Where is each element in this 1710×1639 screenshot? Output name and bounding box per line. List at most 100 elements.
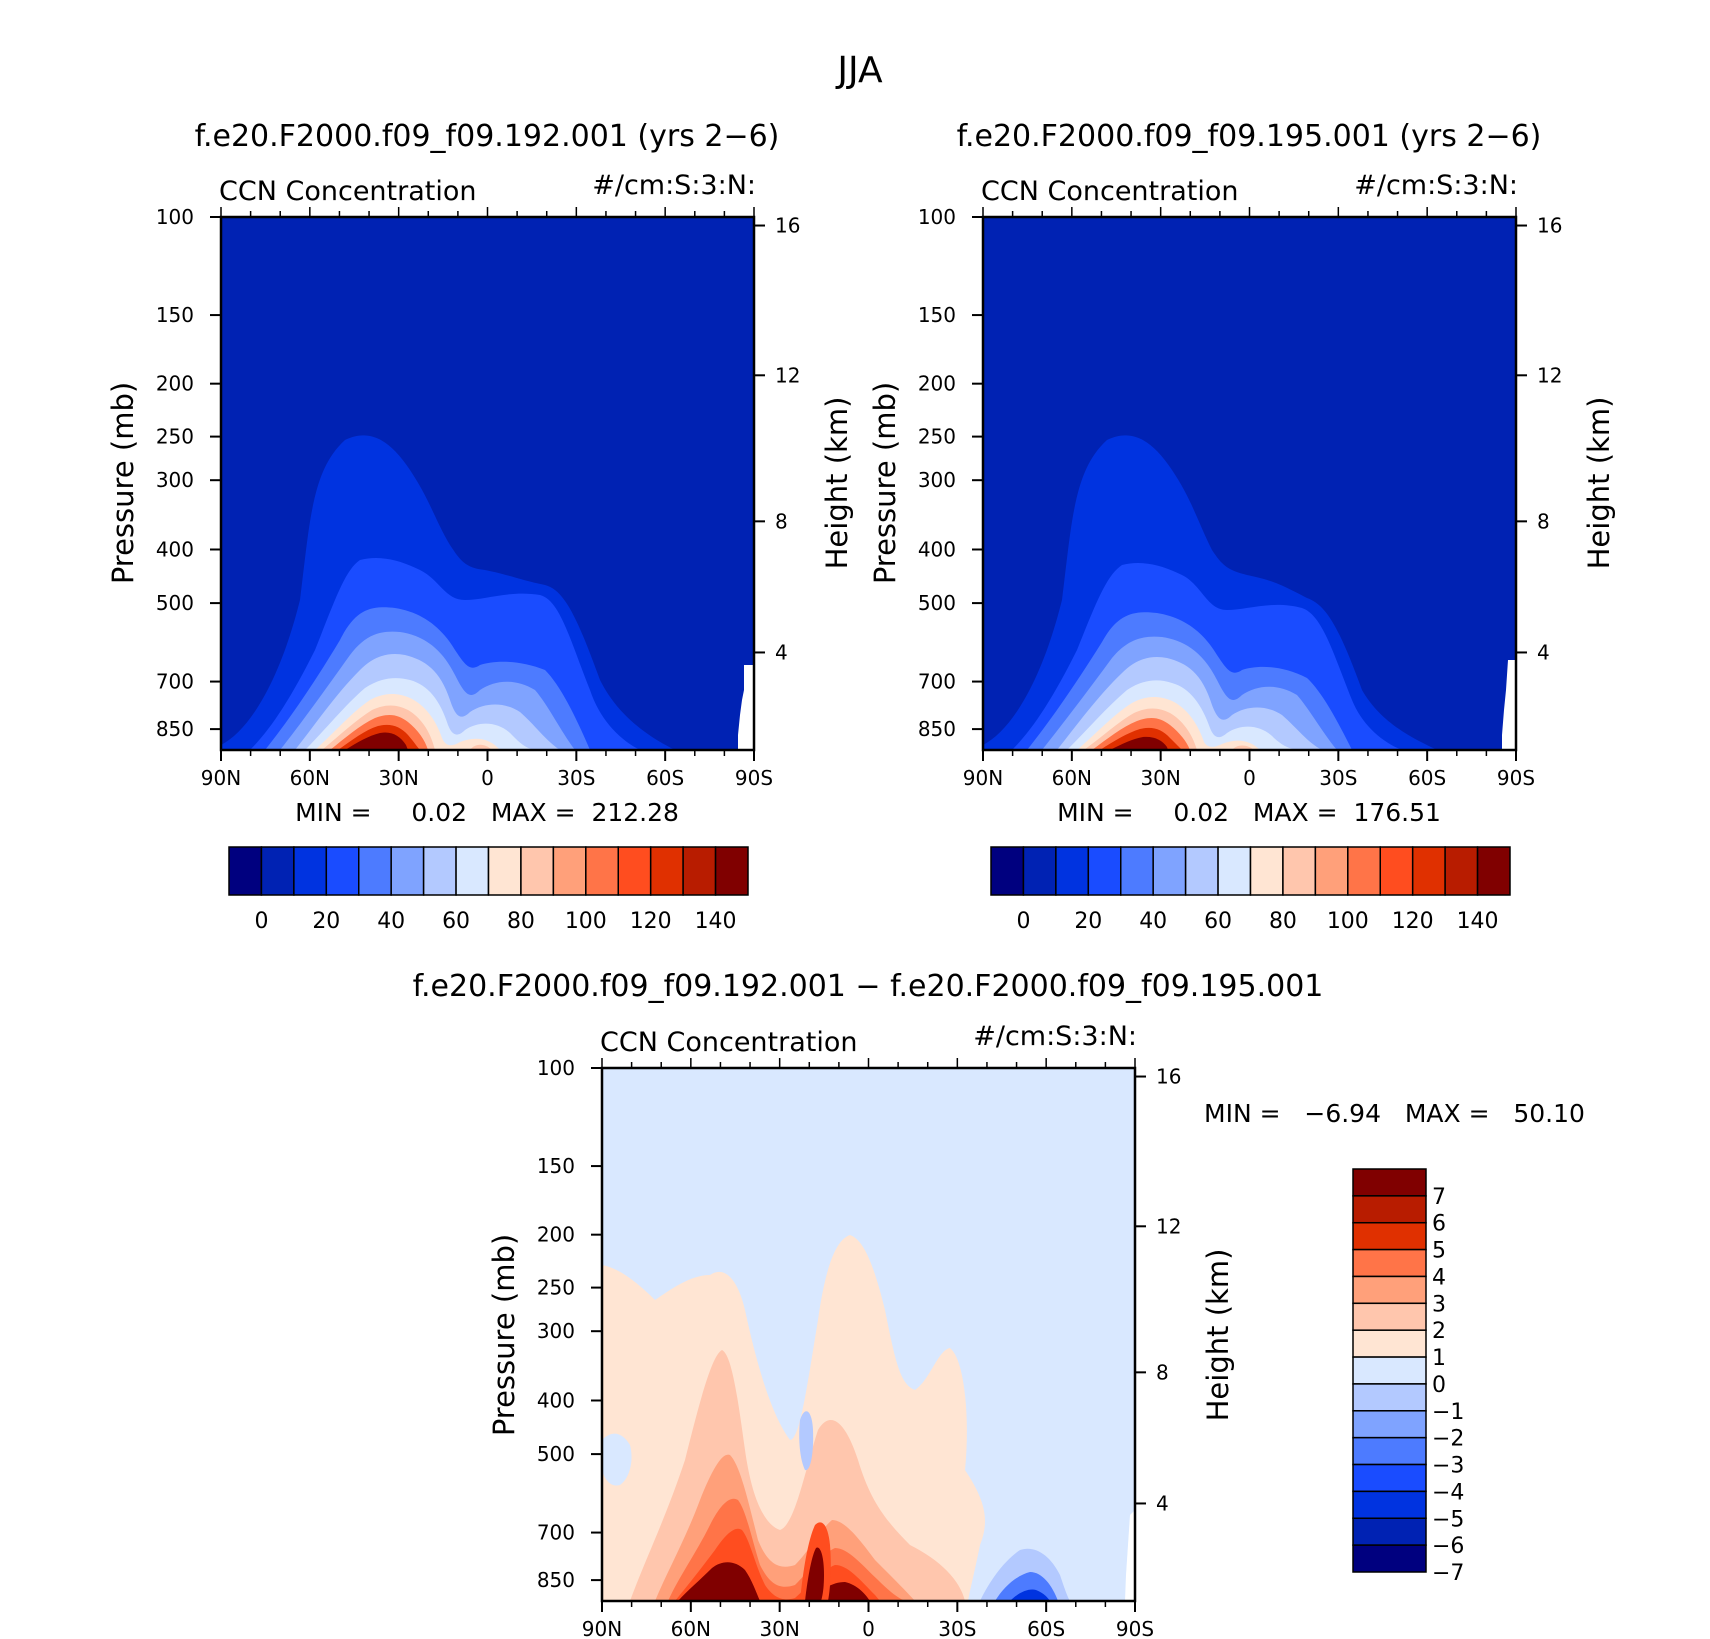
colorbar-label: −4 — [1432, 1480, 1464, 1505]
colorbar-swatch — [990, 846, 1025, 896]
colorbar-swatch — [1249, 846, 1284, 896]
y-tick-label: 850 — [918, 717, 956, 741]
colorbar-swatch — [260, 846, 295, 896]
colorbar-label: 7 — [1432, 1185, 1446, 1210]
height-tick-label: 12 — [775, 363, 800, 387]
contour-band — [1010, 1589, 1050, 1601]
colorbar-swatch — [358, 846, 392, 896]
x-tick-label: 60N — [290, 766, 330, 790]
colorbar-swatch — [1379, 846, 1414, 896]
contour-band — [345, 732, 408, 750]
colorbar-swatch — [1352, 1490, 1427, 1520]
colorbar-swatch — [1314, 846, 1349, 896]
colorbar-swatch — [649, 846, 684, 896]
x-tick-label: 60S — [646, 766, 684, 790]
height-tick-label: 4 — [1537, 640, 1550, 664]
colorbar-labels: 0 20 40 60 80 100 120 140 — [1016, 909, 1498, 934]
colorbar-swatch — [1352, 1195, 1427, 1224]
colorbar-swatch — [1352, 1168, 1427, 1197]
y-tick-label: 200 — [156, 372, 194, 396]
colorbar-swatch — [1352, 1248, 1427, 1278]
y-tick-label: 250 — [156, 425, 194, 449]
axis-ticks — [591, 1058, 1146, 1612]
height-tick-label: 16 — [775, 214, 800, 238]
colorbar-swatch — [1352, 1221, 1427, 1251]
y-tick-label: 300 — [918, 468, 956, 492]
colorbar-swatch — [1282, 846, 1317, 896]
colorbar-swatch — [1184, 846, 1219, 896]
y-tick-label: 400 — [537, 1388, 575, 1412]
x-tick-label: 0 — [862, 1617, 875, 1639]
colorbar-swatch — [714, 846, 749, 896]
x-tick-label: 30S — [557, 766, 595, 790]
y-tick-label: 250 — [537, 1276, 575, 1300]
colorbar-swatch — [682, 846, 717, 896]
colorbar-swatch — [1444, 846, 1479, 896]
y-tick-label: 150 — [918, 303, 956, 327]
colorbar-swatch — [552, 846, 587, 896]
x-tick-label: 30S — [1319, 766, 1357, 790]
y-axis-label-right: Height (km) — [1201, 1249, 1235, 1422]
colorbar-label: −7 — [1432, 1561, 1464, 1586]
colorbar-label: 1 — [1432, 1346, 1446, 1371]
y-tick-label: 500 — [156, 591, 194, 615]
colorbar — [990, 846, 1511, 896]
colorbar-swatch — [1087, 846, 1122, 896]
left-subtitle: CCN Concentration — [981, 176, 1239, 207]
colorbar-label: −2 — [1432, 1427, 1464, 1452]
colorbar-swatch — [293, 846, 328, 896]
left-subtitle: CCN Concentration — [219, 176, 477, 207]
colorbar-labels: 7 6 5 4 3 2 1 0 −1 −2 −3 −4 −5 −6 −7 — [1432, 1185, 1464, 1586]
height-tick-label: 16 — [1156, 1065, 1181, 1089]
units-subtitle: #/cm:S:3:N: — [592, 170, 756, 201]
y-tick-label: 850 — [156, 717, 194, 741]
contour-field — [221, 217, 754, 750]
colorbar-swatch — [1347, 846, 1381, 896]
colorbar-label: 60 — [442, 909, 470, 934]
y-tick-label: 100 — [918, 205, 956, 229]
y-tick-label: 100 — [537, 1056, 575, 1080]
x-tick-label: 30N — [1140, 766, 1180, 790]
min-max-readout: MIN = 0.02 MAX = 176.51 — [1057, 798, 1441, 827]
x-tick-label: 30S — [938, 1617, 976, 1639]
axis-ticks — [972, 207, 1527, 761]
colorbar-labels: 0 20 40 60 80 100 120 140 — [254, 909, 736, 934]
colorbar-label: 100 — [565, 909, 607, 934]
y-tick-label: 400 — [156, 537, 194, 561]
x-tick-label: 90N — [201, 766, 241, 790]
y-axis-label: Pressure (mb) — [106, 382, 140, 584]
missing-data-mask — [738, 665, 754, 750]
y-tick-label: 400 — [918, 537, 956, 561]
colorbar-label: 20 — [312, 909, 340, 934]
colorbar-swatch — [585, 846, 619, 896]
colorbar-swatch — [1120, 846, 1154, 896]
x-tick-label: 0 — [1243, 766, 1256, 790]
y-tick-label: 150 — [156, 303, 194, 327]
y-tick-label: 700 — [537, 1521, 575, 1545]
y-tick-label: 200 — [918, 372, 956, 396]
x-tick-label: 90N — [963, 766, 1003, 790]
colorbar-label: 3 — [1432, 1292, 1446, 1317]
contour-field — [602, 1068, 1135, 1601]
colorbar-label: 140 — [1457, 909, 1499, 934]
colorbar-label: 40 — [1139, 909, 1167, 934]
colorbar-swatch — [1352, 1410, 1427, 1439]
colorbar-swatch — [1352, 1544, 1427, 1573]
missing-data-mask — [1502, 660, 1516, 750]
x-tick-label: 60N — [1052, 766, 1092, 790]
colorbar-swatch — [1476, 846, 1511, 896]
colorbar-swatch — [455, 846, 490, 896]
height-tick-label: 8 — [1537, 509, 1550, 533]
colorbar-label: 2 — [1432, 1319, 1446, 1344]
height-tick-label: 4 — [775, 640, 788, 664]
colorbar-label: 60 — [1204, 909, 1232, 934]
colorbar-label: −6 — [1432, 1534, 1464, 1559]
x-tick-labels: 90N 60N 30N 0 30S 60S 90S — [201, 766, 773, 790]
colorbar-label: −5 — [1432, 1507, 1464, 1532]
height-tick-label: 4 — [1156, 1491, 1169, 1515]
figure-title: JJA — [835, 50, 883, 91]
y-tick-label: 200 — [537, 1223, 575, 1247]
colorbar-swatch — [1352, 1275, 1427, 1305]
height-tick-labels: 16 12 8 4 — [1537, 214, 1562, 665]
